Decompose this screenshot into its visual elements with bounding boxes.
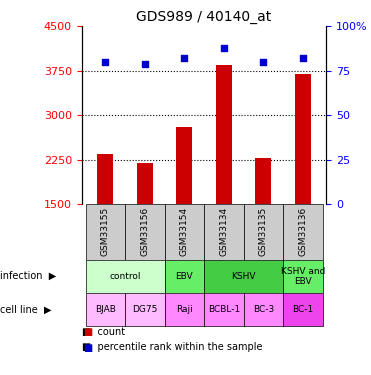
Text: BC-3: BC-3 — [253, 305, 274, 314]
Bar — [204, 204, 243, 260]
Text: GSM33134: GSM33134 — [219, 207, 228, 256]
Text: GSM33155: GSM33155 — [101, 207, 110, 256]
Bar — [243, 293, 283, 326]
Bar — [283, 204, 322, 260]
Title: GDS989 / 40140_at: GDS989 / 40140_at — [137, 10, 272, 24]
Bar — [125, 293, 165, 326]
Text: GSM33156: GSM33156 — [140, 207, 149, 256]
Text: BC-1: BC-1 — [292, 305, 313, 314]
Text: ■: ■ — [83, 327, 93, 338]
Bar — [165, 204, 204, 260]
Bar — [176, 127, 192, 204]
Bar — [216, 65, 232, 204]
Bar — [204, 260, 283, 293]
Text: GSM33136: GSM33136 — [298, 207, 307, 256]
Point — [221, 45, 227, 51]
Text: ■  count: ■ count — [82, 327, 125, 338]
Bar — [204, 293, 243, 326]
Text: infection  ▶: infection ▶ — [0, 271, 56, 281]
Text: BCBL-1: BCBL-1 — [208, 305, 240, 314]
Bar — [165, 260, 204, 293]
Bar — [243, 204, 283, 260]
Text: GSM33135: GSM33135 — [259, 207, 268, 256]
Text: Raji: Raji — [176, 305, 193, 314]
Bar — [283, 260, 322, 293]
Point — [102, 59, 108, 65]
Bar — [255, 158, 271, 204]
Point — [142, 61, 148, 67]
Point — [300, 55, 306, 61]
Text: EBV: EBV — [175, 272, 193, 281]
Bar — [86, 260, 165, 293]
Bar — [165, 293, 204, 326]
Bar — [283, 293, 322, 326]
Bar — [295, 74, 311, 204]
Bar — [125, 204, 165, 260]
Bar — [86, 293, 125, 326]
Text: BJAB: BJAB — [95, 305, 116, 314]
Text: cell line  ▶: cell line ▶ — [0, 304, 52, 315]
Text: KSHV: KSHV — [231, 272, 256, 281]
Point — [181, 55, 187, 61]
Point — [260, 59, 266, 65]
Text: KSHV and
EBV: KSHV and EBV — [280, 267, 325, 286]
Bar — [98, 154, 113, 204]
Text: control: control — [109, 272, 141, 281]
Bar — [86, 204, 125, 260]
Text: GSM33154: GSM33154 — [180, 207, 189, 256]
Bar — [137, 162, 153, 204]
Text: ■  percentile rank within the sample: ■ percentile rank within the sample — [82, 342, 262, 352]
Text: DG75: DG75 — [132, 305, 158, 314]
Text: ■: ■ — [83, 342, 93, 352]
